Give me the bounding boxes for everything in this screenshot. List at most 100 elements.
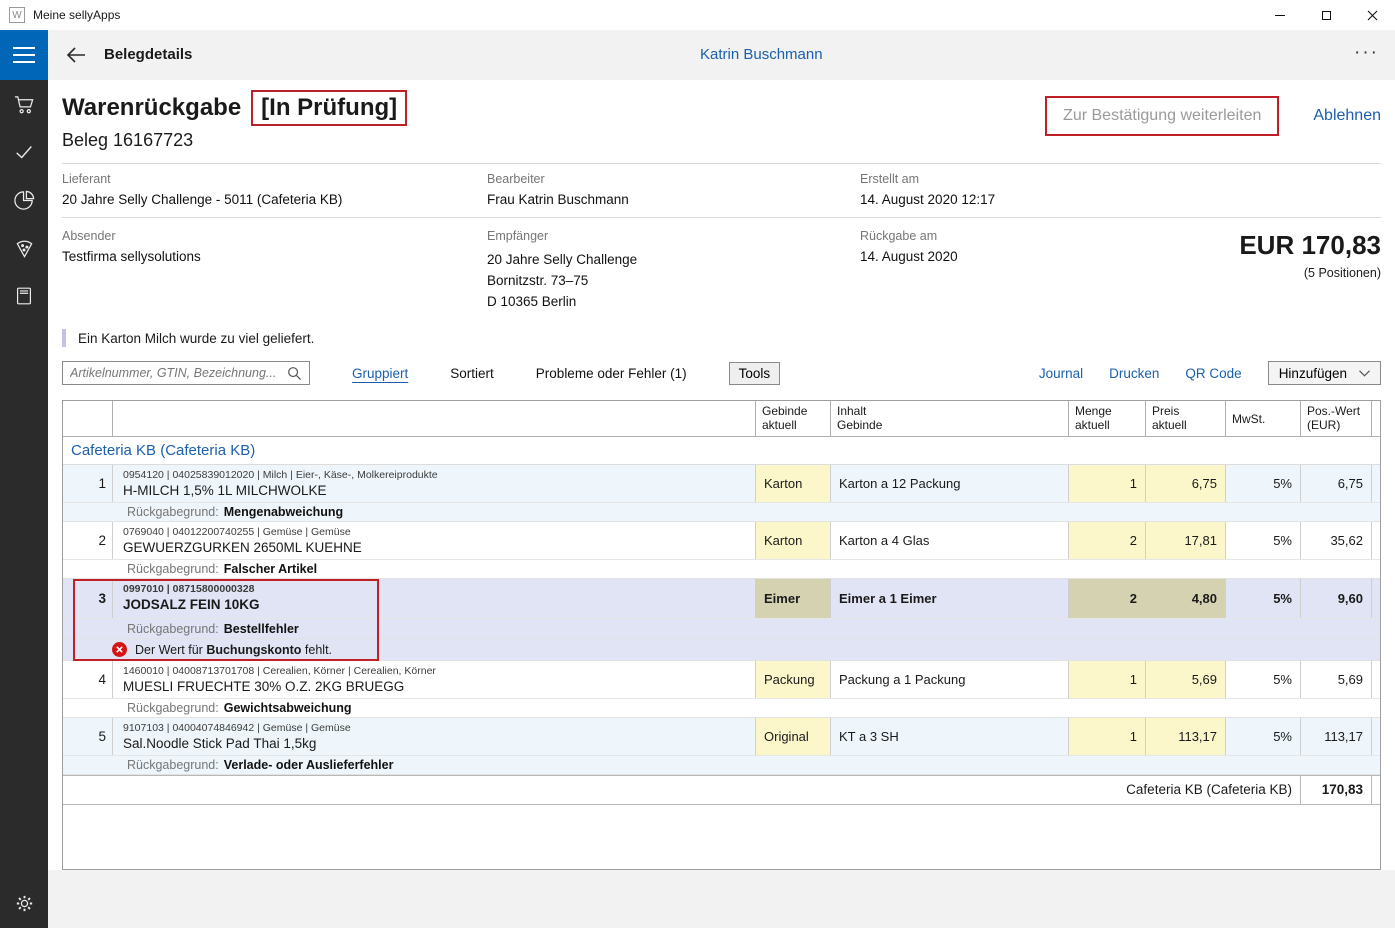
sidebar xyxy=(0,80,48,928)
header-mwst: MwSt. xyxy=(1226,401,1301,436)
header-artikel xyxy=(113,401,756,436)
group-total-label: Cafeteria KB (Cafeteria KB) xyxy=(63,776,1301,804)
tools-button[interactable]: Tools xyxy=(729,362,781,385)
hamburger-icon xyxy=(13,47,35,49)
chevron-down-icon xyxy=(1359,370,1370,377)
menge-cell[interactable]: 2 xyxy=(1069,522,1146,559)
header-user-link[interactable]: Katrin Buschmann xyxy=(700,30,823,80)
table-row-4[interactable]: 4 1460010 | 04008713701708 | Cerealien, … xyxy=(63,661,1380,699)
preis-cell[interactable]: 4,80 xyxy=(1146,579,1226,618)
divider xyxy=(62,217,1381,218)
sidebar-item-food[interactable] xyxy=(0,224,48,272)
reject-button[interactable]: Ablehnen xyxy=(1313,107,1381,125)
journal-link[interactable]: Journal xyxy=(1039,366,1083,381)
article-cell: 9107103 | 04004074846942 | Gemüse | Gemü… xyxy=(113,718,756,755)
app-window: W Meine sellyApps Belegdetails Katrin Bu… xyxy=(0,0,1395,928)
row-position: 2 xyxy=(63,522,113,559)
reason-label: Rückgabegrund: xyxy=(127,622,219,636)
note-marker xyxy=(62,329,66,347)
header-inhalt-gebinde: InhaltGebinde xyxy=(831,401,1069,436)
row-position: 3 xyxy=(63,579,113,618)
inhalt-cell: Karton a 4 Glas xyxy=(831,522,1069,559)
reason-value: Mengenabweichung xyxy=(224,505,343,519)
document-note: Ein Karton Milch wurde zu viel geliefert… xyxy=(62,329,314,347)
maximize-icon xyxy=(1322,11,1331,20)
mwst-cell: 5% xyxy=(1226,522,1301,559)
sidebar-item-cart[interactable] xyxy=(0,80,48,128)
article-name: Sal.Noodle Stick Pad Thai 1,5kg xyxy=(123,735,745,753)
header-pos xyxy=(63,401,113,436)
menge-cell[interactable]: 2 xyxy=(1069,579,1146,618)
maximize-button[interactable] xyxy=(1303,0,1349,30)
status-badge: [In Prüfung] xyxy=(251,90,407,126)
menge-cell[interactable]: 1 xyxy=(1069,718,1146,755)
filter-probleme-oder-fehler[interactable]: Probleme oder Fehler (1) xyxy=(536,366,687,381)
reason-value: Bestellfehler xyxy=(224,622,299,636)
search-box[interactable] xyxy=(62,361,310,385)
forward-for-confirmation-button[interactable]: Zur Bestätigung weiterleiten xyxy=(1045,96,1279,136)
titlebar: W Meine sellyApps xyxy=(0,0,1395,30)
wert-cell: 6,75 xyxy=(1301,465,1372,502)
table-row-3-selected[interactable]: 3 0997010 | 08715800000328 JODSALZ FEIN … xyxy=(63,579,1380,619)
minimize-button[interactable] xyxy=(1257,0,1303,30)
gebinde-cell[interactable]: Karton xyxy=(756,465,831,502)
view-filters: Gruppiert Sortiert Probleme oder Fehler … xyxy=(352,361,780,385)
back-button[interactable] xyxy=(58,30,94,80)
sidebar-item-tasks[interactable] xyxy=(0,128,48,176)
search-icon-button[interactable] xyxy=(285,366,309,381)
close-button[interactable] xyxy=(1349,0,1395,30)
hamburger-menu-button[interactable] xyxy=(0,30,48,80)
hinzufuegen-dropdown-button[interactable]: Hinzufügen xyxy=(1268,361,1381,385)
pie-chart-icon xyxy=(13,189,36,212)
pizza-icon xyxy=(13,237,36,260)
field-label: Absender xyxy=(62,229,201,243)
document-total: EUR 170,83 (5 Positionen) xyxy=(1239,230,1381,280)
sidebar-item-settings[interactable] xyxy=(0,882,48,924)
field-value: 14. August 2020 12:17 xyxy=(860,192,995,207)
field-erstellt-am: Erstellt am 14. August 2020 12:17 xyxy=(860,172,995,207)
window-title: Meine sellyApps xyxy=(33,8,120,22)
article-name: GEWUERZGURKEN 2650ML KUEHNE xyxy=(123,539,745,557)
qr-code-link[interactable]: QR Code xyxy=(1185,366,1241,381)
table-row-1[interactable]: 1 0954120 | 04025839012020 | Milch | Eie… xyxy=(63,465,1380,503)
field-value: 20 Jahre Selly Challenge Bornitzstr. 73–… xyxy=(487,249,637,312)
group-header: Cafeteria KB (Cafeteria KB) xyxy=(63,437,1380,465)
preis-cell[interactable]: 113,17 xyxy=(1146,718,1226,755)
menge-cell[interactable]: 1 xyxy=(1069,465,1146,502)
field-value: Testfirma sellysolutions xyxy=(62,249,201,264)
hinzufuegen-label: Hinzufügen xyxy=(1279,366,1347,381)
table-row-2[interactable]: 2 0769040 | 04012200740255 | Gemüse | Ge… xyxy=(63,522,1380,560)
field-empfaenger: Empfänger 20 Jahre Selly Challenge Borni… xyxy=(487,229,637,312)
menge-cell[interactable]: 1 xyxy=(1069,661,1146,698)
drucken-link[interactable]: Drucken xyxy=(1109,366,1159,381)
toolbar: Gruppiert Sortiert Probleme oder Fehler … xyxy=(62,361,1381,387)
back-arrow-icon xyxy=(64,43,88,67)
bottom-strip xyxy=(48,870,1395,928)
preis-cell[interactable]: 17,81 xyxy=(1146,522,1226,559)
sidebar-item-catalog[interactable] xyxy=(0,272,48,320)
sidebar-item-reports[interactable] xyxy=(0,176,48,224)
field-bearbeiter: Bearbeiter Frau Katrin Buschmann xyxy=(487,172,629,207)
gebinde-cell[interactable]: Karton xyxy=(756,522,831,559)
field-absender: Absender Testfirma sellysolutions xyxy=(62,229,201,264)
preis-cell[interactable]: 5,69 xyxy=(1146,661,1226,698)
gebinde-cell[interactable]: Packung xyxy=(756,661,831,698)
row-position: 4 xyxy=(63,661,113,698)
gebinde-cell[interactable]: Eimer xyxy=(756,579,831,618)
checkmark-icon xyxy=(13,141,35,163)
field-label: Erstellt am xyxy=(860,172,995,186)
gebinde-cell[interactable]: Original xyxy=(756,718,831,755)
table-row-5[interactable]: 5 9107103 | 04004074846942 | Gemüse | Ge… xyxy=(63,718,1380,756)
field-label: Empfänger xyxy=(487,229,637,243)
filter-gruppiert[interactable]: Gruppiert xyxy=(352,366,408,381)
preis-cell[interactable]: 6,75 xyxy=(1146,465,1226,502)
search-input[interactable] xyxy=(63,366,285,380)
reason-label: Rückgabegrund: xyxy=(127,562,219,576)
app-header: Belegdetails Katrin Buschmann ··· xyxy=(0,30,1395,80)
article-meta: 1460010 | 04008713701708 | Cerealien, Kö… xyxy=(123,665,745,678)
article-cell: 0769040 | 04012200740255 | Gemüse | Gemü… xyxy=(113,522,756,559)
more-options-button[interactable]: ··· xyxy=(1354,30,1379,76)
app-icon: W xyxy=(9,7,25,23)
error-message: Der Wert für Buchungskonto fehlt. xyxy=(135,643,332,657)
filter-sortiert[interactable]: Sortiert xyxy=(450,366,494,381)
